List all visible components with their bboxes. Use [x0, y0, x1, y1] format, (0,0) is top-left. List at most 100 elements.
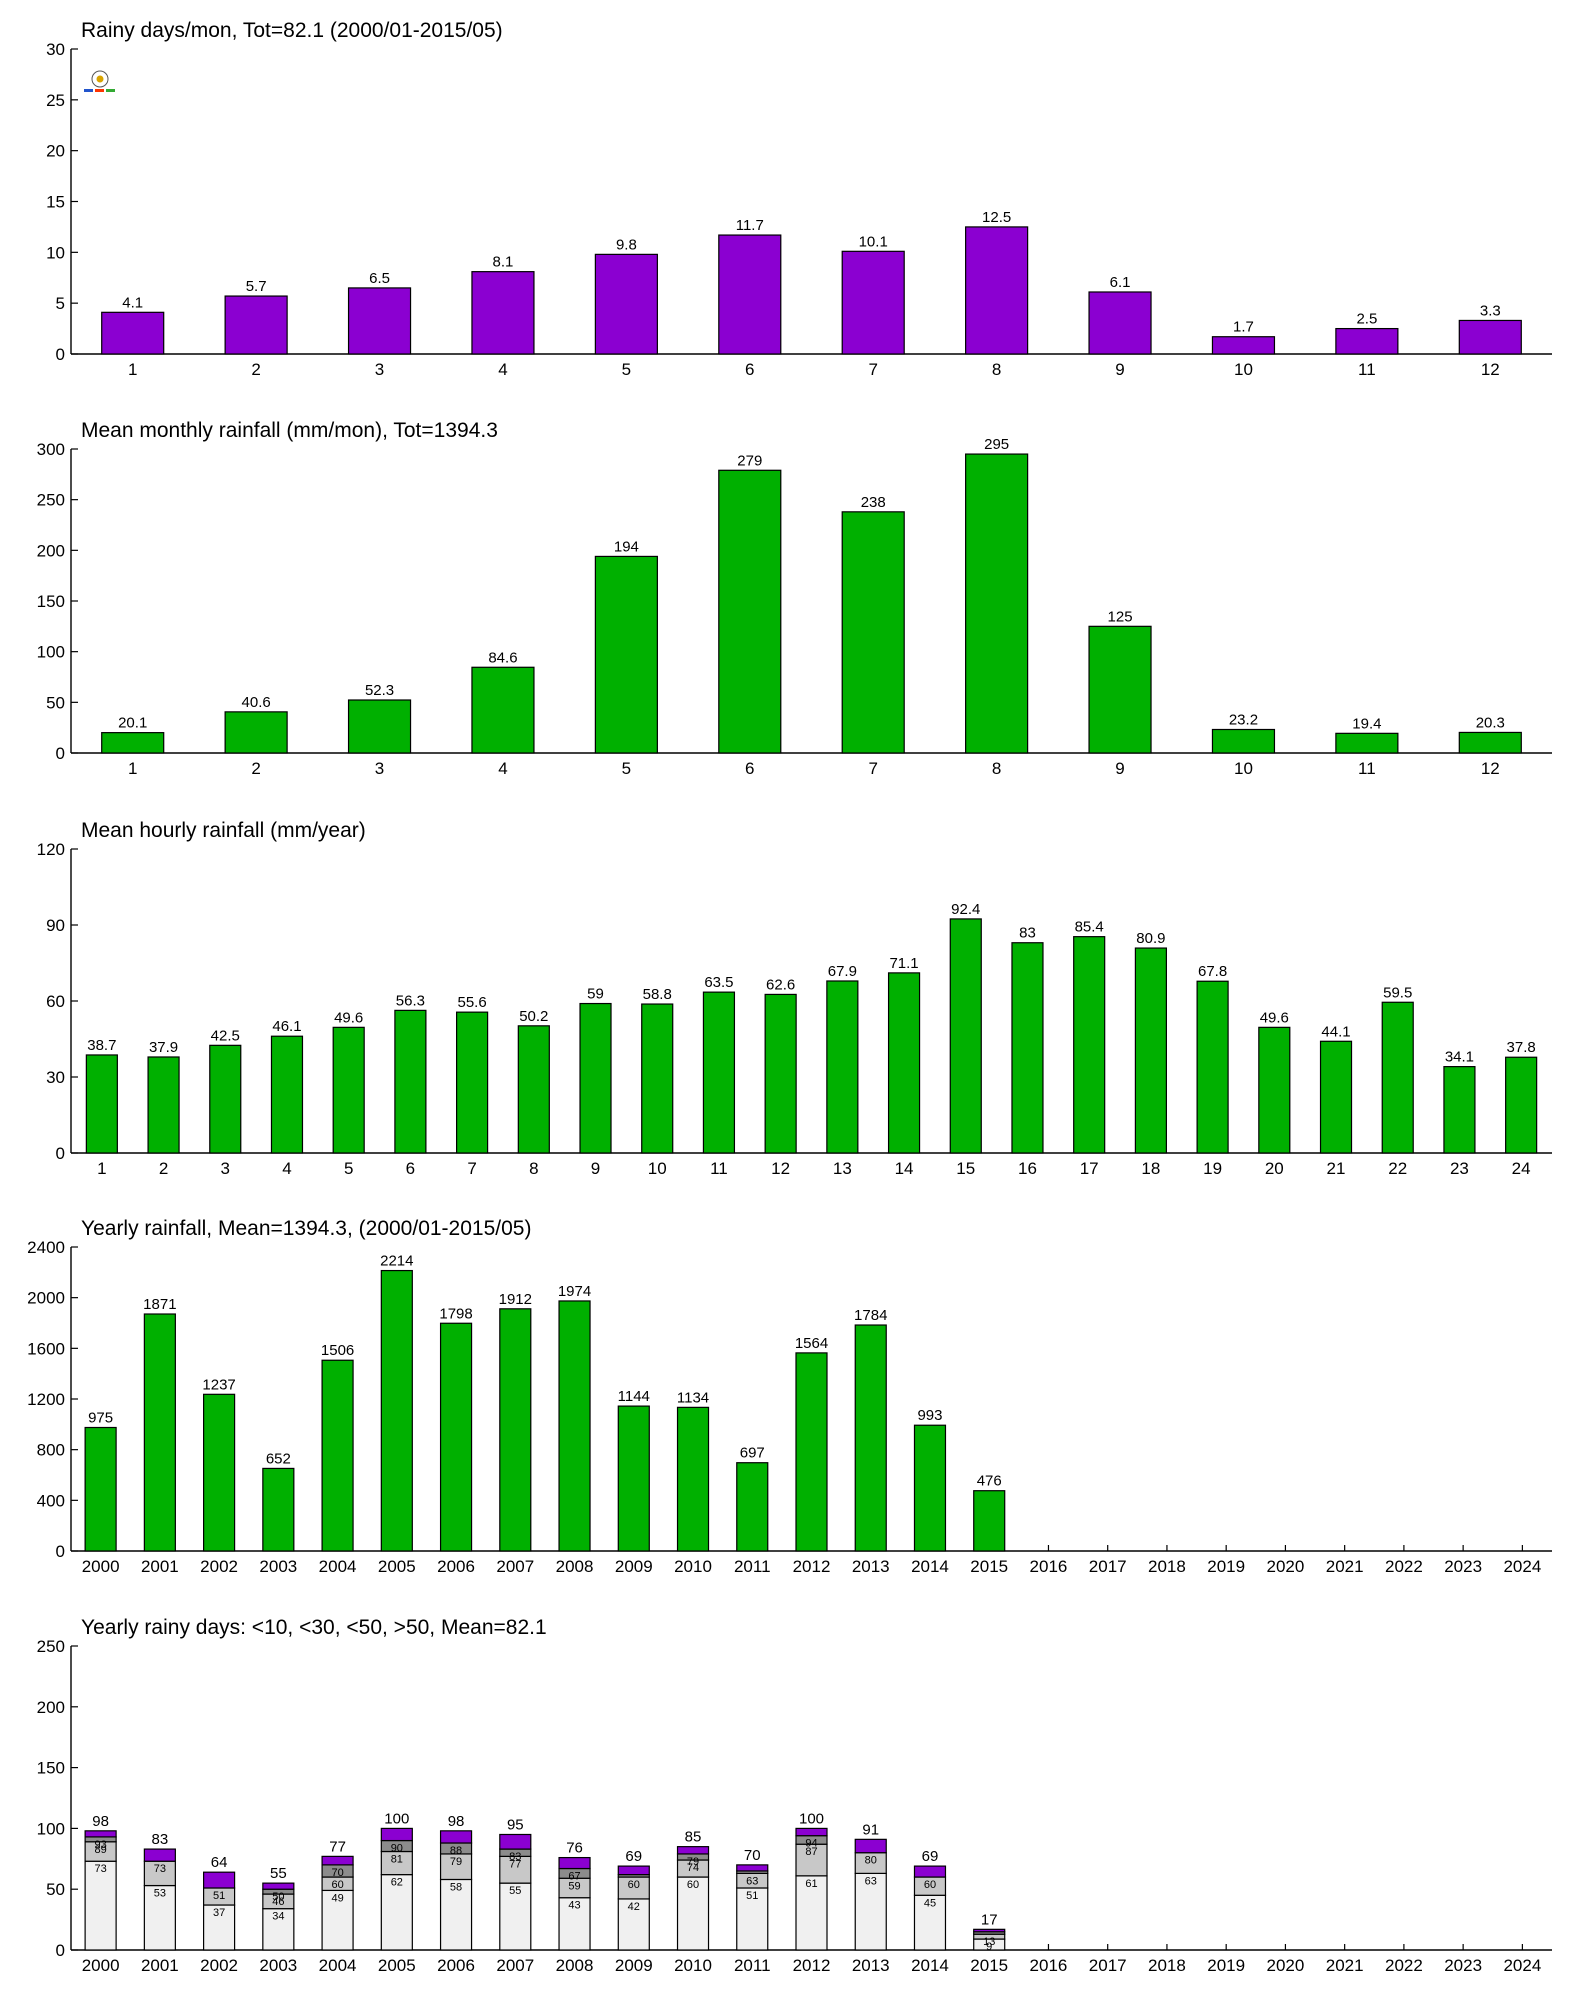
bar-value-label: 85.4 — [1075, 919, 1104, 936]
bar-2008 — [558, 1300, 591, 1552]
bar-2006 — [439, 1322, 473, 1552]
x-tick-label: 2019 — [1207, 1956, 1245, 1975]
bar-value-label: 1134 — [677, 1389, 709, 1406]
stack-total-label: 98 — [448, 1813, 465, 1830]
chart-title: Yearly rainy days: <10, <30, <50, >50, M… — [81, 1616, 547, 1639]
x-tick-label: 7 — [467, 1159, 476, 1178]
x-tick-label: 2016 — [1030, 1557, 1068, 1576]
x-tick-label: 19 — [1203, 1159, 1222, 1178]
bar-13 — [826, 980, 859, 1154]
y-tick-label: 0 — [56, 1542, 65, 1561]
stack-segment-label: 55 — [509, 1885, 521, 1897]
bar-15 — [949, 918, 982, 1154]
bar-2009 — [617, 1405, 650, 1552]
stack-segment-lt10-2010 — [676, 1876, 710, 1951]
x-tick-label: 10 — [1234, 759, 1253, 778]
y-tick-label: 200 — [37, 541, 65, 560]
bar-value-label: 238 — [861, 494, 886, 511]
y-tick-label: 100 — [37, 643, 65, 662]
bar-22 — [1381, 1001, 1414, 1154]
bar-2000 — [84, 1426, 117, 1552]
stack-segment-label: 43 — [568, 1900, 580, 1912]
y-tick-label: 300 — [37, 440, 65, 459]
stack-segment-gt50-2010 — [676, 1846, 710, 1855]
x-tick-label: 3 — [221, 1159, 230, 1178]
bar-value-label: 279 — [737, 452, 762, 469]
bar-8 — [965, 226, 1029, 355]
stack-segment-label: 63 — [746, 1875, 758, 1887]
y-tick-label: 0 — [56, 1144, 65, 1163]
bar-value-label: 59.5 — [1383, 984, 1412, 1001]
x-tick-label: 2023 — [1444, 1956, 1482, 1975]
bar-value-label: 83 — [1019, 925, 1036, 942]
bar-value-label: 20.3 — [1476, 714, 1505, 731]
bar-6 — [394, 1009, 427, 1154]
chart-panel-5: 0 50 100 150 200 250 2000 2001 2002 2003 2004 2005 2… — [37, 1616, 1552, 1975]
x-tick-label: 23 — [1450, 1159, 1469, 1178]
bar-9 — [579, 1002, 612, 1154]
bar-2010 — [676, 1406, 710, 1552]
bar-2012 — [795, 1352, 828, 1552]
bar-value-label: 5.7 — [246, 278, 267, 295]
bar-value-label: 295 — [984, 436, 1009, 453]
x-tick-label: 2020 — [1267, 1956, 1305, 1975]
stack-segment-gt50-2004 — [321, 1855, 354, 1866]
bar-17 — [1073, 936, 1106, 1154]
stack-segment-lt10-2006 — [439, 1878, 473, 1951]
bar-value-label: 2.5 — [1356, 311, 1377, 328]
bar-value-label: 2214 — [380, 1253, 413, 1270]
x-tick-label: 2013 — [852, 1557, 890, 1576]
x-tick-label: 7 — [868, 759, 877, 778]
x-tick-label: 2002 — [200, 1557, 238, 1576]
bar-value-label: 49.6 — [334, 1009, 363, 1026]
stack-total-label: 91 — [862, 1821, 879, 1838]
x-tick-label: 2024 — [1503, 1956, 1541, 1975]
x-tick-label: 1 — [97, 1159, 106, 1178]
stack-segment-label: 79 — [450, 1856, 462, 1868]
stack-segment-label: 88 — [450, 1845, 462, 1857]
x-tick-label: 4 — [498, 360, 507, 379]
bar-value-label: 3.3 — [1480, 302, 1501, 319]
x-tick-label: 2013 — [852, 1956, 890, 1975]
stack-segment-gt50-2007 — [499, 1833, 532, 1850]
bar-value-label: 1798 — [439, 1305, 472, 1322]
y-tick-label: 120 — [37, 840, 65, 859]
bar-2015 — [973, 1490, 1006, 1552]
y-tick-label: 50 — [46, 1880, 65, 1899]
bar-value-label: 125 — [1108, 608, 1133, 625]
bar-10 — [1211, 336, 1276, 355]
bar-10 — [1211, 728, 1276, 754]
x-tick-label: 6 — [745, 360, 754, 379]
stack-segment-label: 34 — [272, 1911, 284, 1923]
bar-11 — [702, 991, 736, 1154]
stack-segment-gt50-2014 — [913, 1865, 947, 1878]
x-tick-label: 2006 — [437, 1956, 475, 1975]
x-tick-label: 2010 — [674, 1956, 712, 1975]
stack-segment-gt50-2002 — [203, 1871, 236, 1889]
bar-value-label: 37.9 — [149, 1039, 178, 1056]
bar-2013 — [854, 1324, 887, 1552]
bar-6 — [718, 234, 782, 355]
x-tick-label: 2003 — [259, 1557, 297, 1576]
y-tick-label: 200 — [37, 1698, 65, 1717]
x-tick-label: 8 — [992, 360, 1001, 379]
bar-24 — [1505, 1056, 1538, 1154]
bar-value-label: 55.6 — [458, 994, 487, 1011]
stack-segment-gt50-2000 — [84, 1830, 117, 1838]
stack-segment-label: 83 — [509, 1851, 521, 1863]
bar-value-label: 6.5 — [369, 270, 390, 287]
x-tick-label: 2017 — [1089, 1557, 1127, 1576]
stack-segment-label: 94 — [805, 1838, 817, 1850]
bar-value-label: 84.6 — [488, 649, 517, 666]
x-tick-label: 18 — [1141, 1159, 1160, 1178]
stack-total-label: 85 — [685, 1829, 702, 1846]
bar-value-label: 62.6 — [766, 976, 795, 993]
x-tick-label: 11 — [1358, 759, 1376, 778]
bar-value-label: 1506 — [321, 1342, 354, 1359]
y-tick-label: 1600 — [27, 1339, 65, 1358]
bar-20 — [1258, 1026, 1291, 1154]
bar-1 — [101, 311, 165, 355]
x-tick-label: 6 — [406, 1159, 415, 1178]
bar-7 — [841, 511, 905, 754]
